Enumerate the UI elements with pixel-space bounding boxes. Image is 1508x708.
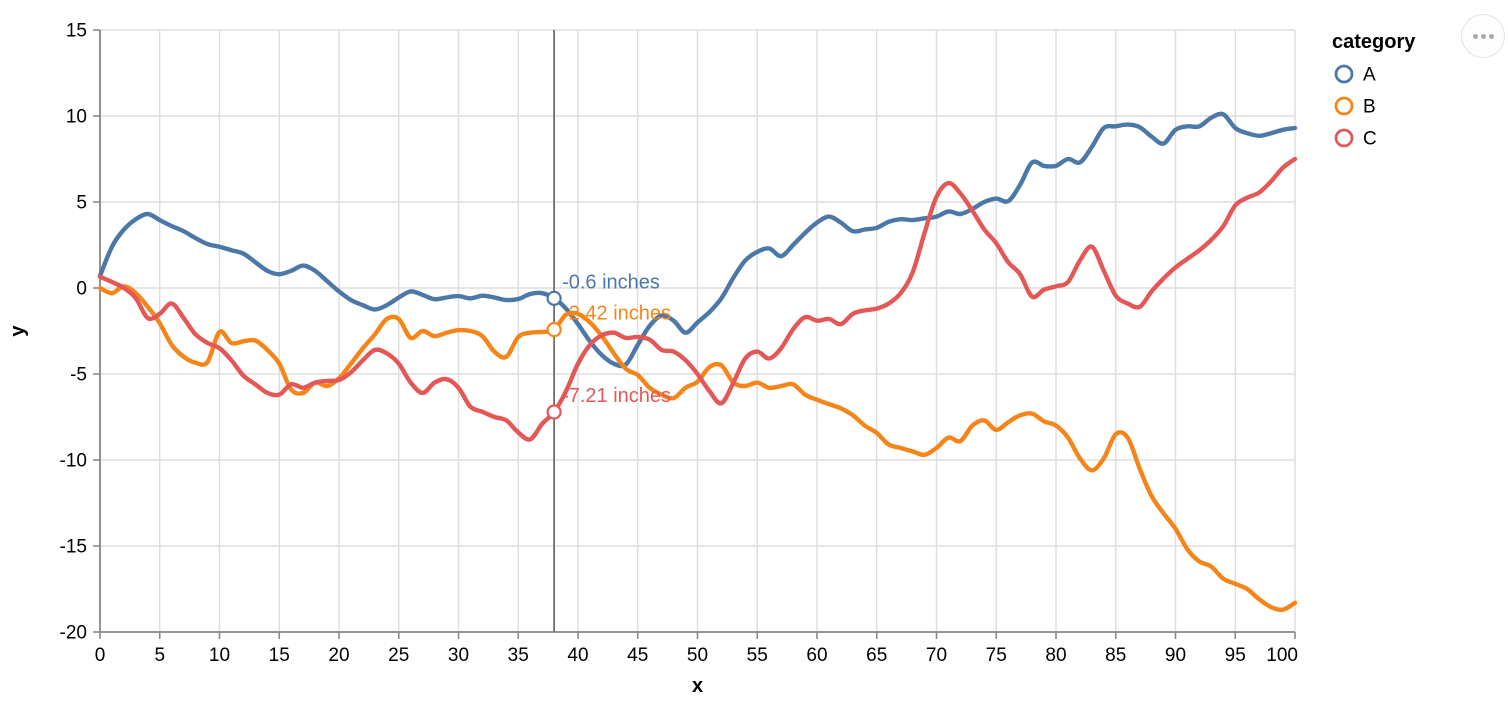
legend-label: B [1363,97,1376,118]
hover-points: -0.6 inches -2.42 inches -7.21 inches [546,271,671,420]
line-series-B [97,284,1298,612]
ellipsis-icon [1488,33,1494,39]
chart-actions-button[interactable] [1461,14,1505,58]
legend-symbol-A [1334,64,1354,84]
x-axis-tick-label: 65 [866,645,887,666]
x-axis-tick-label: 45 [627,645,648,666]
hover-value-label-A: -0.6 inches [562,271,660,293]
gridlines [99,29,1296,633]
y-axis-tick-label: 10 [66,107,87,128]
legend-label: A [1363,65,1376,86]
legend-item-B: B [1334,96,1376,118]
x-axis-tick-label: 55 [747,645,768,666]
hover-point-B [546,322,562,338]
x-axis-tick-label: 10 [209,645,230,666]
y-axis-tick-label: -5 [70,365,87,386]
ellipsis-icon [1472,33,1478,39]
x-axis-tick-label: 20 [328,645,349,666]
hover-value-label-C: -7.21 inches [562,385,671,407]
y-axis-tick-label: 5 [76,193,87,214]
axes: -20 -15 -10 -5 0 5 10 15 0 5 10 15 20 25 30 35 40 45 50 55 6… [60,21,1298,667]
x-axis-tick-label: 0 [95,645,106,666]
x-axis-tick-label: 5 [154,645,165,666]
x-axis-tick-label: 50 [687,645,708,666]
x-axis-tick-label: 90 [1165,645,1186,666]
legend-item-C: C [1334,128,1377,150]
x-axis-tick-label: 60 [806,645,827,666]
x-axis-tick-label: 80 [1045,645,1066,666]
hover-point-C [546,404,562,420]
hover-point-A [546,290,562,306]
legend-symbol-B [1334,96,1354,116]
y-axis-title: y [7,325,29,337]
x-axis-tick-label: 100 [1266,645,1298,666]
x-axis-tick-label: 30 [448,645,469,666]
series-lines [97,111,1298,612]
legend-title: category [1332,31,1416,53]
y-axis-tick-label: 0 [76,279,87,300]
x-axis-tick-label: 15 [269,645,290,666]
x-axis-tick-label: 85 [1105,645,1126,666]
legend-label: C [1363,129,1377,150]
x-axis-tick-label: 70 [926,645,947,666]
legend-item-A: A [1334,64,1376,86]
line-series-A [97,111,1298,369]
legend-symbol-C [1334,128,1354,148]
x-axis-title: x [692,675,703,697]
y-axis-tick-label: 15 [66,21,87,42]
x-axis-tick-label: 25 [388,645,409,666]
x-axis-tick-label: 95 [1225,645,1246,666]
ellipsis-icon [1480,33,1486,39]
x-axis-tick-label: 40 [567,645,588,666]
line-series-C [97,156,1298,442]
y-axis-tick-label: -15 [60,537,87,558]
y-axis-tick-label: -10 [60,451,87,472]
y-axis-tick-label: -20 [60,623,87,644]
x-axis-tick-label: 35 [508,645,529,666]
x-axis-tick-label: 75 [986,645,1007,666]
hover-value-label-B: -2.42 inches [562,303,671,325]
legend: category ABC [1332,31,1416,150]
